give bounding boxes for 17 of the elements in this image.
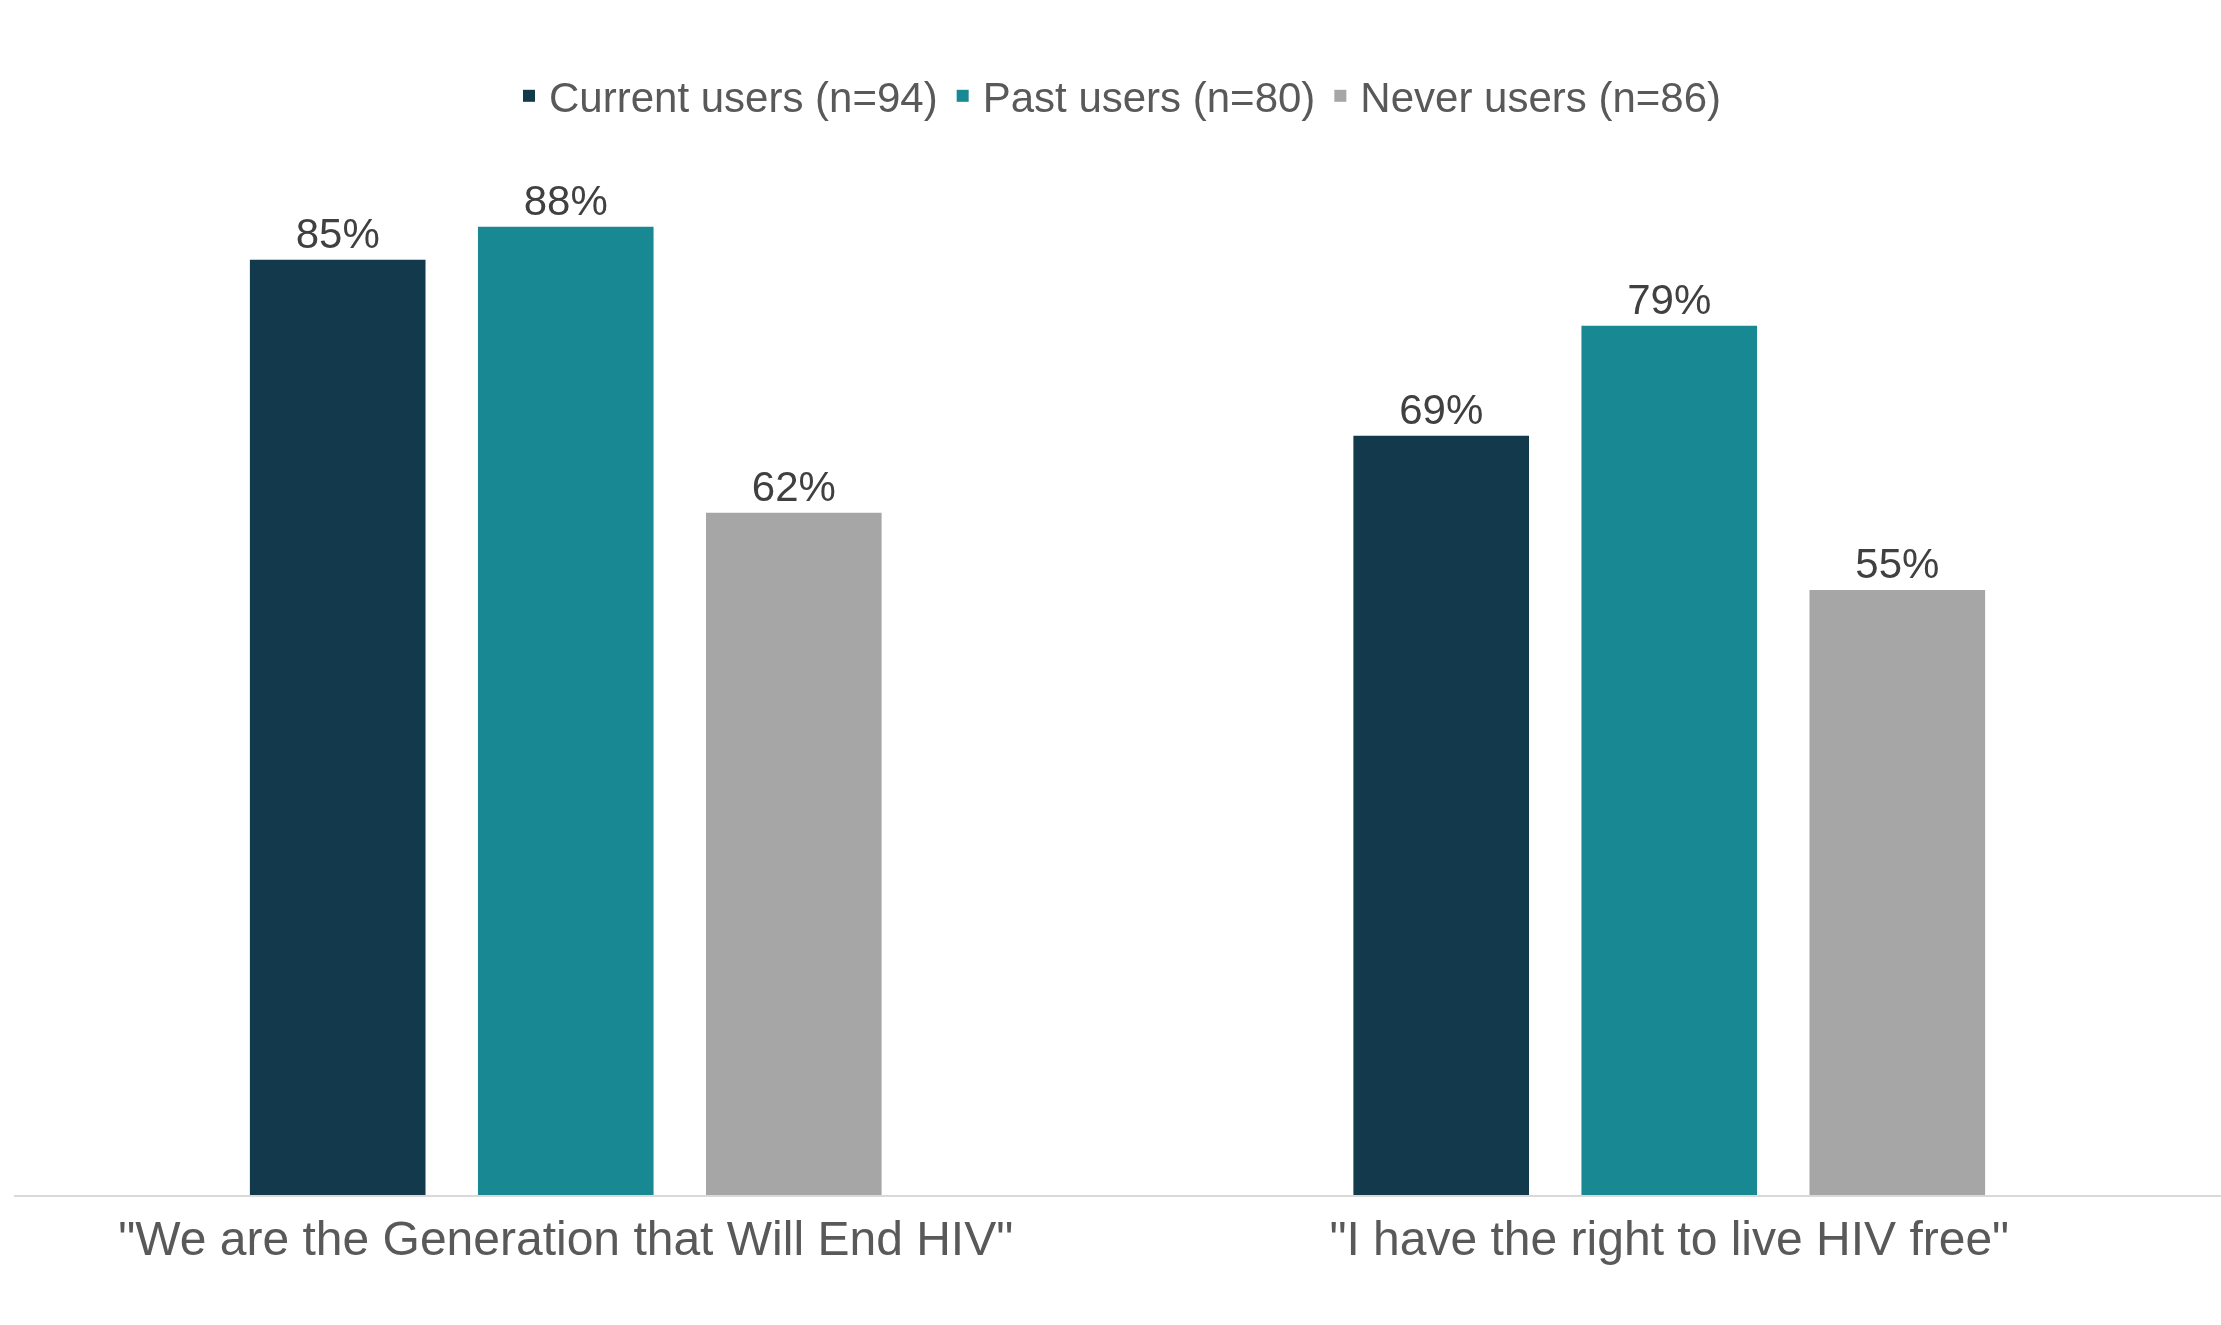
data-label: 62%: [751, 462, 836, 510]
bar: [249, 259, 426, 1195]
x-tick-label: "I have the right to live HIV free": [1329, 1211, 2010, 1265]
bar: [706, 512, 882, 1195]
bar: [1809, 589, 1986, 1195]
data-label: 88%: [523, 176, 608, 224]
data-label: 79%: [1627, 275, 1712, 323]
bar: [1353, 435, 1529, 1195]
x-tick-label: "We are the Generation that Will End HIV": [118, 1211, 1014, 1265]
legend-label: Current users (n=94): [549, 74, 938, 122]
bar: [1581, 325, 1758, 1195]
legend-label: Never users (n=86): [1360, 74, 1721, 122]
legend-label: Past users (n=80): [982, 74, 1316, 122]
bar: [477, 226, 654, 1195]
data-label: 55%: [1855, 539, 1940, 587]
data-label: 69%: [1399, 385, 1484, 433]
data-label: 85%: [295, 209, 380, 257]
